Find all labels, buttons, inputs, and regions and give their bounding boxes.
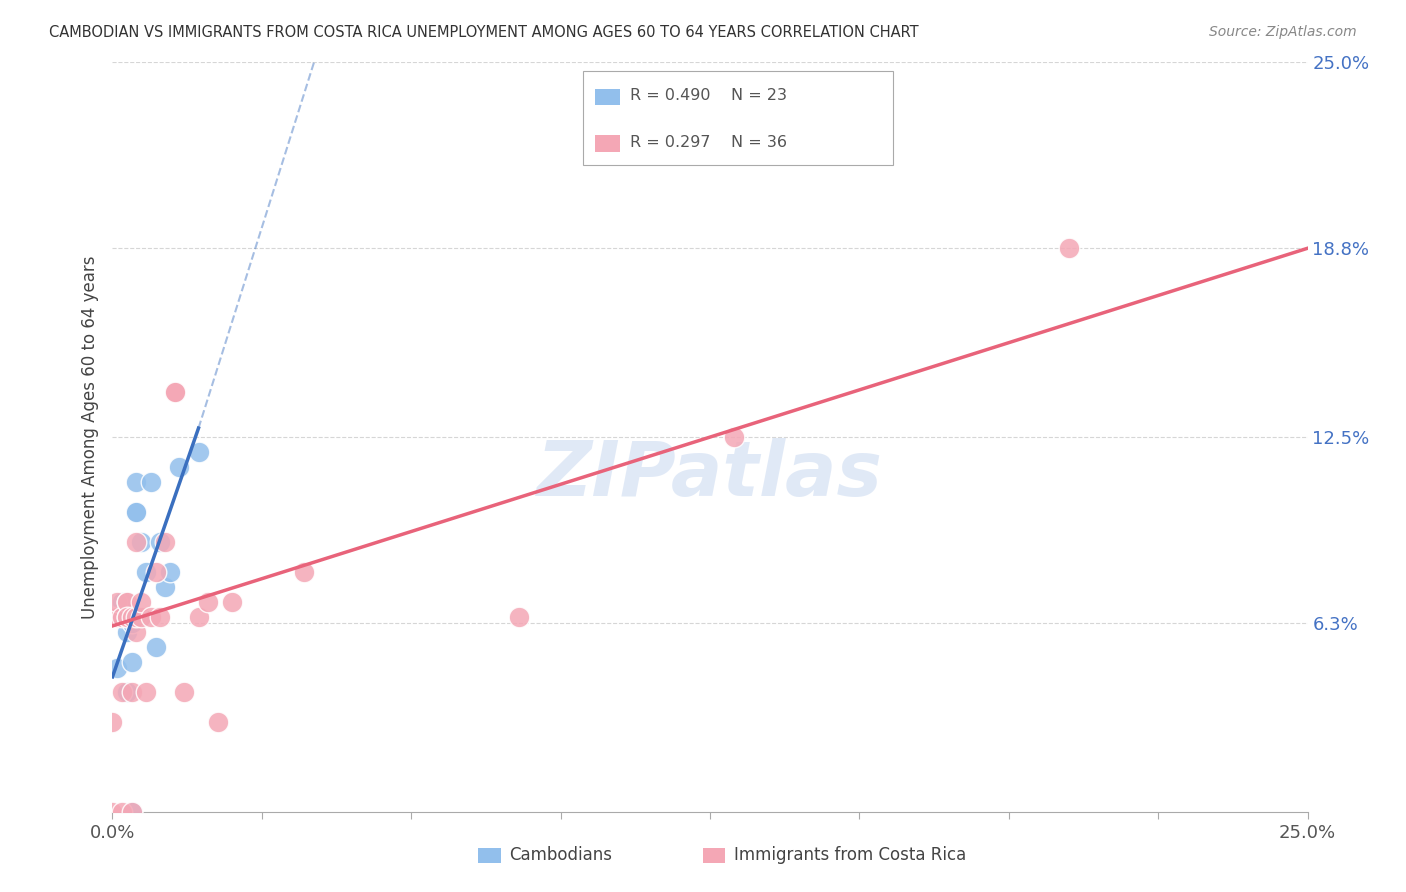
- Point: [149, 610, 172, 624]
- Point: [111, 805, 134, 819]
- Point: [187, 610, 209, 624]
- Point: [187, 445, 209, 459]
- Point: [105, 661, 128, 675]
- Point: [153, 535, 176, 549]
- Point: [159, 565, 181, 579]
- Text: Source: ZipAtlas.com: Source: ZipAtlas.com: [1209, 25, 1357, 39]
- Point: [121, 685, 143, 699]
- Point: [292, 565, 315, 579]
- Y-axis label: Unemployment Among Ages 60 to 64 years: Unemployment Among Ages 60 to 64 years: [80, 255, 98, 619]
- Point: [145, 565, 167, 579]
- Point: [197, 595, 219, 609]
- Point: [125, 505, 148, 519]
- Point: [135, 565, 157, 579]
- Point: [125, 505, 148, 519]
- Point: [105, 610, 128, 624]
- Point: [111, 685, 134, 699]
- Point: [129, 610, 152, 624]
- Point: [121, 655, 143, 669]
- Point: [101, 805, 124, 819]
- Point: [115, 624, 138, 639]
- Point: [115, 595, 138, 609]
- Point: [135, 685, 157, 699]
- Point: [121, 805, 143, 819]
- Point: [173, 685, 195, 699]
- Point: [111, 610, 134, 624]
- Point: [121, 610, 143, 624]
- Point: [723, 430, 745, 444]
- Point: [163, 385, 186, 400]
- Point: [153, 580, 176, 594]
- Point: [149, 535, 172, 549]
- Text: ZIPatlas: ZIPatlas: [537, 438, 883, 511]
- Point: [129, 535, 152, 549]
- Point: [121, 610, 143, 624]
- Point: [105, 595, 128, 609]
- Point: [125, 475, 148, 489]
- Point: [129, 610, 152, 624]
- Point: [508, 610, 530, 624]
- Point: [221, 595, 243, 609]
- Point: [163, 385, 186, 400]
- Point: [101, 714, 124, 729]
- Point: [139, 475, 162, 489]
- Point: [111, 595, 134, 609]
- Point: [115, 595, 138, 609]
- Point: [111, 610, 134, 624]
- Point: [169, 460, 191, 475]
- Text: R = 0.490    N = 23: R = 0.490 N = 23: [630, 88, 787, 103]
- Point: [125, 624, 148, 639]
- Point: [1057, 241, 1080, 255]
- Point: [101, 610, 124, 624]
- Point: [115, 610, 138, 624]
- Point: [207, 714, 229, 729]
- Point: [139, 610, 162, 624]
- Point: [115, 685, 138, 699]
- Point: [125, 610, 148, 624]
- Text: CAMBODIAN VS IMMIGRANTS FROM COSTA RICA UNEMPLOYMENT AMONG AGES 60 TO 64 YEARS C: CAMBODIAN VS IMMIGRANTS FROM COSTA RICA …: [49, 25, 920, 40]
- Point: [125, 535, 148, 549]
- Point: [145, 640, 167, 654]
- Text: Immigrants from Costa Rica: Immigrants from Costa Rica: [734, 847, 966, 864]
- Point: [115, 610, 138, 624]
- Point: [115, 610, 138, 624]
- Point: [121, 615, 143, 630]
- Point: [121, 805, 143, 819]
- Text: R = 0.297    N = 36: R = 0.297 N = 36: [630, 135, 787, 150]
- Point: [129, 595, 152, 609]
- Text: Cambodians: Cambodians: [509, 847, 612, 864]
